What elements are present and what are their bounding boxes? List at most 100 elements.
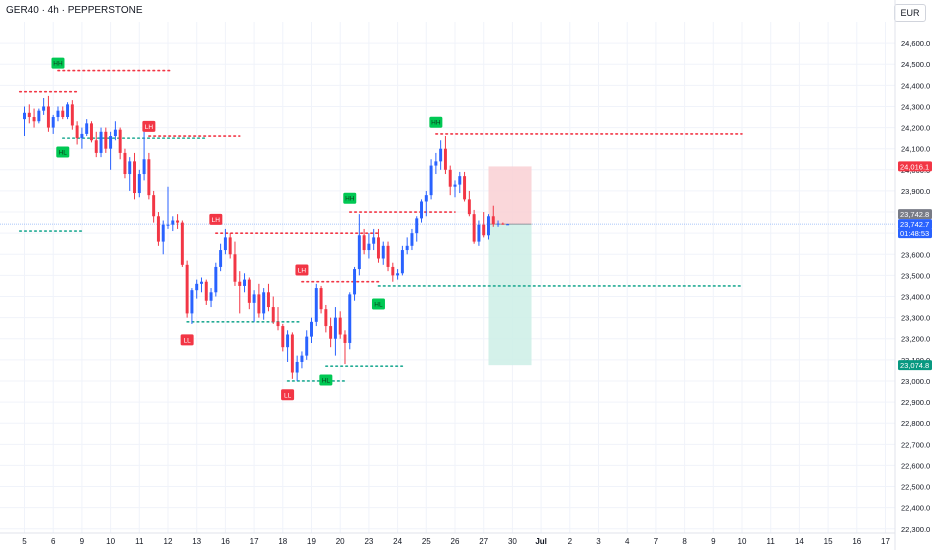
x-tick-label: 9 [711,537,716,546]
candle [376,228,380,263]
candle-body [472,214,476,242]
pivot-label-lh: LH [142,120,156,132]
pivot-label-text: LH [298,268,307,275]
candle-body [156,216,160,242]
candle [137,169,141,198]
candle-body [290,334,294,373]
x-tick-label: 2 [568,537,573,546]
candle [176,214,180,229]
pivot-label-box [56,146,70,158]
price-tag-countdown: 01:48:53 [898,228,932,239]
position-zones[interactable] [488,166,532,366]
level-lines[interactable] [18,69,743,382]
candle [424,190,428,217]
symbol-title[interactable]: GER40 · 4h · PEPPERSTONE [6,5,143,16]
candle [147,152,151,200]
candle [343,330,347,365]
candle [123,148,127,179]
y-tick-label: 23,600.0 [901,250,930,259]
x-tick-label: 23 [364,537,373,546]
candle [185,260,189,318]
candle-body [343,334,347,343]
x-tick-label: 17 [881,537,890,546]
candle-body [147,159,151,196]
candle [276,307,280,331]
x-tick-label: 20 [336,537,345,546]
x-tick-label: 10 [738,537,747,546]
x-tick-label: 18 [278,537,287,546]
take-profit-zone [488,224,532,366]
pivot-label-text: HH [345,196,355,203]
candle-body [89,123,93,141]
candle [142,131,146,181]
candle [305,330,309,360]
candle-body [295,361,299,373]
pivot-label-box [429,116,443,128]
candle [56,106,60,122]
candle-body [23,112,26,120]
price-tag-text: 23,742.8 [900,210,929,219]
x-tick-label: Jul [535,537,547,546]
candle-body [228,237,232,255]
x-tick-label: 14 [795,537,804,546]
price-tag-box [898,161,932,172]
candle-body [396,273,400,276]
candle-body [506,224,510,226]
candle [42,98,46,115]
candle-body [247,279,251,303]
candle-body [176,220,180,223]
candle-body [491,216,495,225]
candle [286,330,290,362]
y-tick-label: 24,500.0 [901,60,930,69]
pivot-label-text: HH [431,120,441,127]
candle [46,95,50,132]
y-tick-label: 23,300.0 [901,314,930,323]
candle-body [353,269,357,295]
y-tick-label: 22,300.0 [901,525,930,534]
candle [443,136,447,175]
candle [487,214,490,240]
candle-body [166,224,170,226]
y-tick-label: 22,700.0 [901,440,930,449]
price-tag-box [898,219,932,230]
pivot-label-box [180,334,194,346]
candle [381,241,385,265]
candle [219,243,223,272]
candle [372,228,376,251]
x-tick-label: 11 [135,537,144,546]
candle-body [99,131,103,153]
candle-body [109,136,113,149]
candle-body [85,123,89,134]
candle-body [477,224,481,242]
candle [118,127,122,160]
candle-body [310,321,313,337]
candle-body [338,317,342,335]
pivot-labels: HH HL LH LH LL LH LL HL HH HL HH [51,57,443,401]
y-tick-label: 22,500.0 [901,483,930,492]
candle [396,269,400,280]
candle-body [415,218,419,234]
candle [32,108,36,128]
candle-body [429,165,433,196]
candle-body [266,292,270,308]
candle [133,152,136,200]
candle [314,283,318,327]
candle [472,209,476,244]
candle [80,127,84,149]
candle [467,190,471,217]
candle [448,165,452,196]
candle-body [123,152,127,175]
x-tick-label: 5 [22,537,27,546]
pivot-label-box [209,213,223,225]
candle [161,220,165,255]
candle [262,288,266,320]
x-tick-label: 10 [106,537,115,546]
candle-body [66,104,70,118]
x-tick-label: 9 [80,537,85,546]
x-tick-label: 13 [192,537,201,546]
candle-body [133,161,136,194]
x-tick-label: 30 [508,537,517,546]
candle-body [314,288,318,322]
x-tick-label: 16 [852,537,861,546]
